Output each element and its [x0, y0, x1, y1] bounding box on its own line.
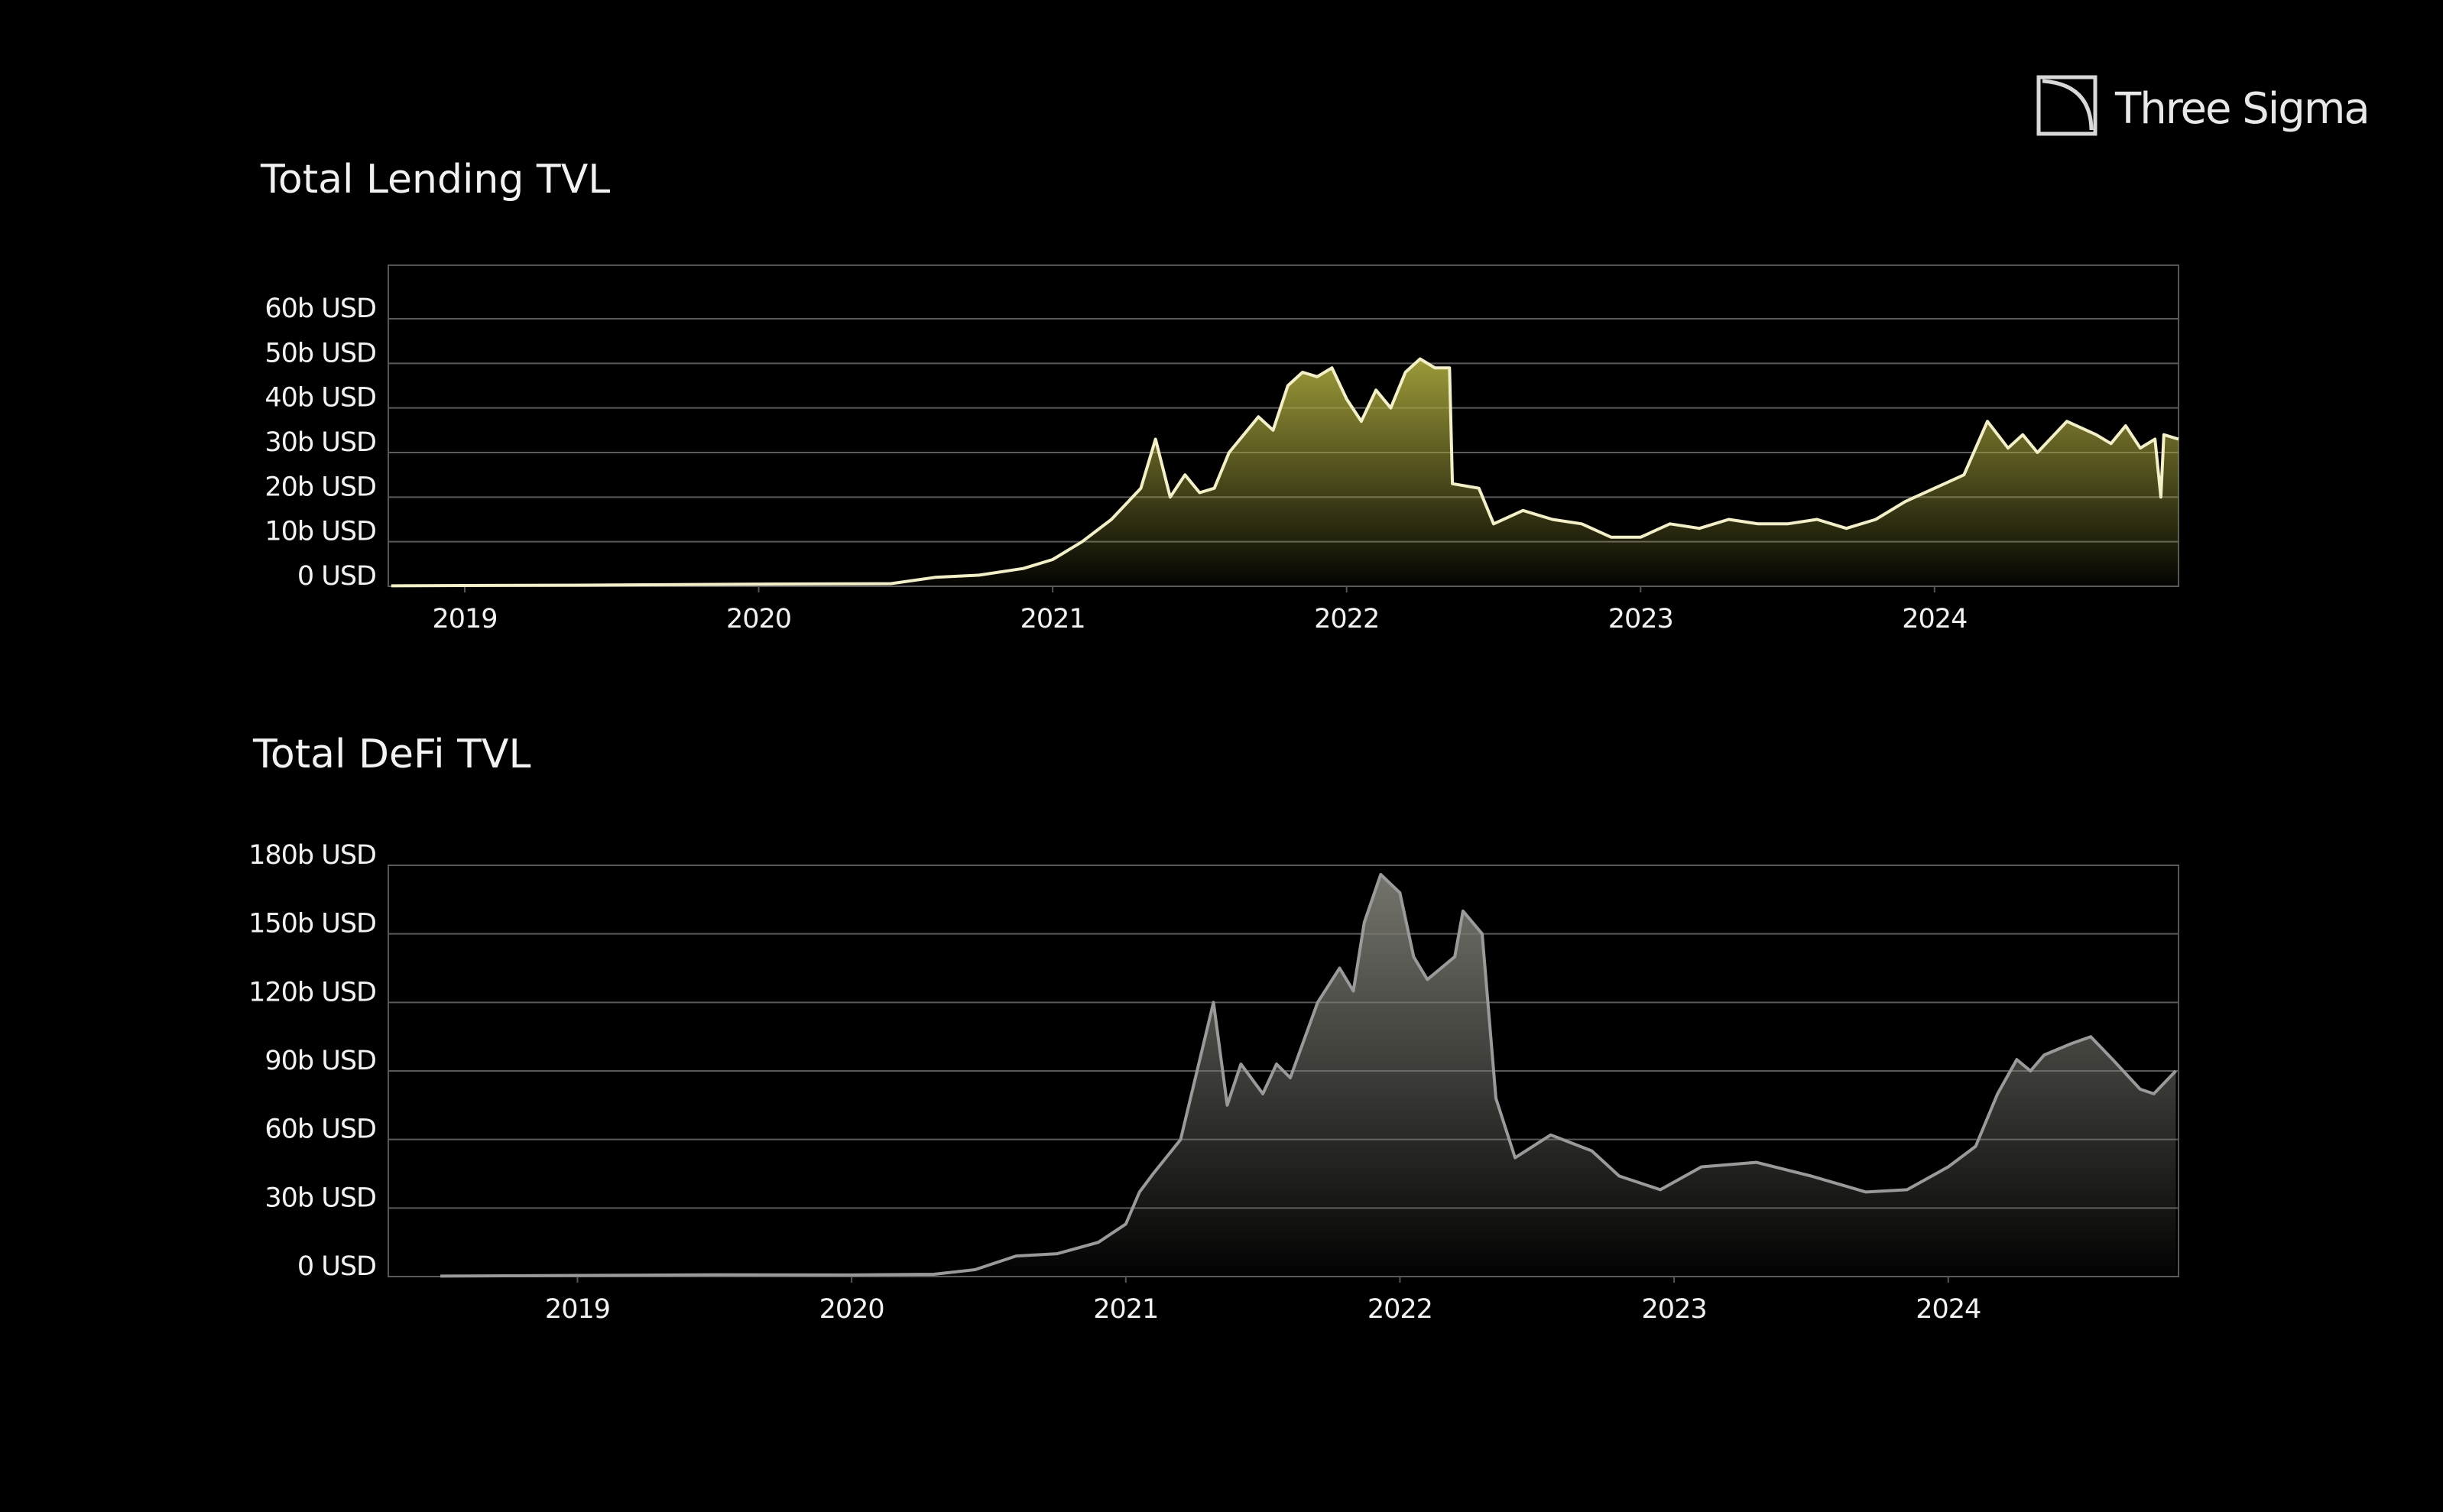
- x-tick-label: 2022: [1314, 604, 1379, 634]
- x-tick-label: 2024: [1916, 1294, 1981, 1325]
- x-tick-label: 2023: [1608, 604, 1673, 634]
- y-tick-label: 60b USD: [264, 1115, 376, 1145]
- y-tick-label: 40b USD: [264, 383, 376, 414]
- x-tick-label: 2022: [1367, 1294, 1432, 1325]
- logo-icon-curve: [2042, 79, 2094, 131]
- logo-icon: [2036, 75, 2097, 136]
- y-tick-label: 150b USD: [248, 909, 376, 939]
- x-tick-label: 2019: [545, 1294, 610, 1325]
- x-tick-label: 2021: [1020, 604, 1085, 634]
- y-tick-label: 90b USD: [264, 1046, 376, 1076]
- y-tick-label: 30b USD: [264, 427, 376, 458]
- x-tick-label: 2019: [432, 604, 497, 634]
- y-tick-label: 60b USD: [264, 294, 376, 324]
- y-tick-label: 0 USD: [297, 1251, 376, 1282]
- x-tick-label: 2021: [1093, 1294, 1158, 1325]
- x-tick-label: 2024: [1902, 604, 1967, 634]
- x-tick-label: 2020: [819, 1294, 884, 1325]
- x-tick-label: 2020: [726, 604, 791, 634]
- area-line: [391, 357, 2179, 588]
- y-tick-label: 120b USD: [248, 977, 376, 1007]
- chart-title: Total Lending TVL: [260, 157, 610, 203]
- y-tick-label: 180b USD: [248, 840, 376, 871]
- y-tick-label: 50b USD: [264, 338, 376, 368]
- area-line: [440, 873, 2177, 1278]
- logo: Three Sigma: [2036, 75, 2370, 136]
- area-fill: [391, 359, 2179, 586]
- y-tick-label: 20b USD: [264, 472, 376, 502]
- y-tick-label: 0 USD: [297, 561, 376, 592]
- y-tick-label: 10b USD: [264, 517, 376, 547]
- x-tick-label: 2023: [1642, 1294, 1707, 1325]
- chart-title: Total DeFi TVL: [252, 732, 530, 777]
- area-fill: [440, 874, 2176, 1277]
- y-tick-label: 30b USD: [264, 1183, 376, 1213]
- logo-text: Three Sigma: [2114, 84, 2369, 134]
